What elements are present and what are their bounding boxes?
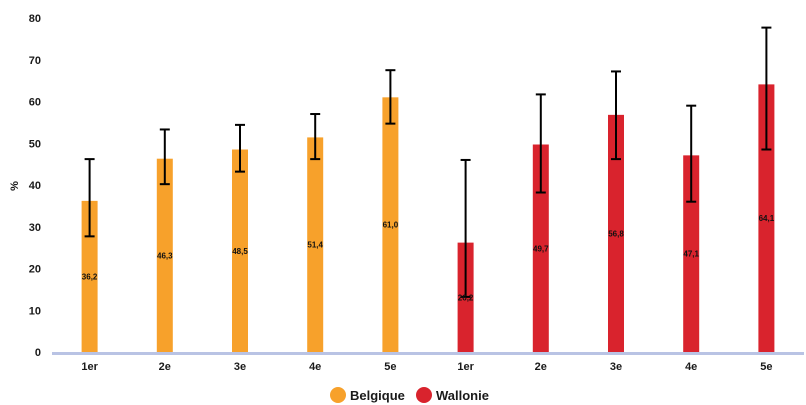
y-tick-label: 60 [29, 97, 41, 109]
x-tick-label: 3e [610, 361, 622, 373]
legend-label: Belgique [350, 388, 405, 403]
error-bar [686, 104, 697, 203]
error-bar [235, 123, 245, 173]
data-label: 61,0 [383, 221, 399, 230]
data-label: 26,2 [458, 293, 474, 302]
x-axis-ticks: 1er 2e 3e 4e 5e 1er 2e 3e 4e 5e [81, 361, 772, 373]
x-tick-label: 1er [81, 361, 98, 373]
legend-item: Belgique [330, 387, 405, 403]
bar [307, 137, 324, 352]
legend-swatch [330, 387, 346, 403]
x-tick-label: 3e [234, 361, 246, 373]
bar [608, 114, 624, 352]
y-tick-label: 40 [29, 180, 41, 192]
data-label: 47,1 [683, 250, 699, 259]
bar [81, 200, 98, 352]
data-label: 46,3 [157, 251, 173, 260]
bar [232, 149, 248, 352]
x-axis-baseline [52, 352, 804, 355]
y-tick-label: 30 [29, 222, 41, 234]
bar [683, 155, 700, 352]
legend-item: Wallonie [416, 387, 489, 403]
y-axis-title: % [9, 181, 21, 191]
legend-label: Wallonie [436, 388, 489, 403]
data-label: 51,4 [307, 241, 323, 250]
data-label: 56,8 [608, 229, 624, 238]
bar [758, 84, 775, 352]
error-bar [535, 93, 546, 194]
y-tick-label: 20 [29, 264, 41, 276]
legend-swatch [416, 387, 432, 403]
y-tick-label: 80 [29, 13, 41, 25]
x-tick-label: 2e [535, 361, 547, 373]
error-bar [159, 128, 170, 186]
bars: 36,2 46,3 48,5 51,4 61,0 26,2 49,7 56,8 47,1 64,1 [81, 26, 775, 352]
bar [382, 97, 399, 352]
data-label: 48,5 [232, 247, 248, 256]
x-tick-label: 5e [760, 361, 772, 373]
y-tick-label: 10 [29, 305, 41, 317]
y-axis-ticks: 0 10 20 30 40 50 60 70 80 [29, 13, 41, 359]
y-tick-label: 70 [29, 55, 41, 67]
error-bar [611, 70, 621, 161]
x-tick-label: 4e [309, 361, 321, 373]
x-tick-label: 1er [457, 361, 474, 373]
x-tick-label: 4e [685, 361, 697, 373]
data-label: 64,1 [759, 214, 775, 223]
legend: Belgique Wallonie [330, 387, 489, 403]
y-tick-label: 0 [35, 347, 41, 359]
y-tick-label: 50 [29, 138, 41, 150]
bar [156, 158, 173, 352]
error-bar [385, 69, 396, 125]
error-bar [761, 26, 772, 151]
x-axis-line [52, 352, 804, 355]
error-bar [84, 158, 95, 238]
x-tick-label: 2e [159, 361, 171, 373]
bar [532, 144, 549, 352]
x-tick-label: 5e [384, 361, 396, 373]
data-label: 49,7 [533, 244, 549, 253]
error-bar [310, 113, 321, 161]
data-label: 36,2 [82, 272, 98, 281]
error-bar [460, 158, 471, 298]
